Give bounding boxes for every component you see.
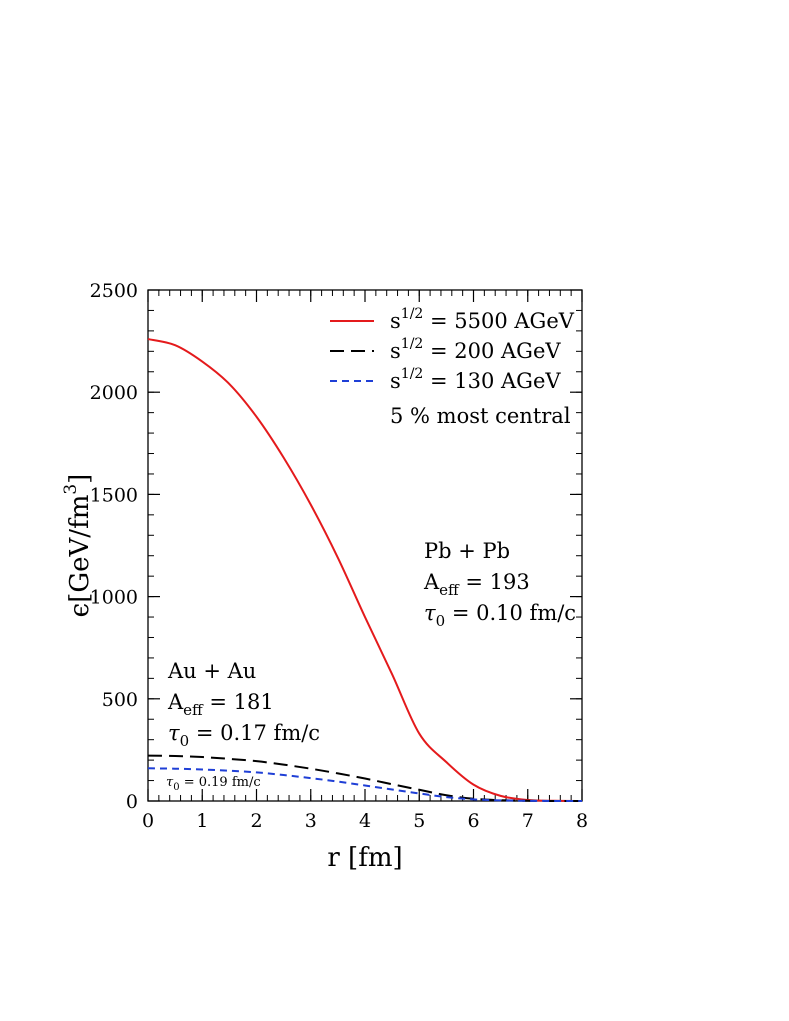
y-tick-label: 1000 — [90, 587, 138, 609]
small-tau-rest: = 0.19 fm/c — [180, 775, 261, 790]
x-tick-label: 2 — [250, 810, 262, 832]
legend-label-base: s — [390, 339, 401, 363]
y-axis-title: ϵ[GeV/fm3] — [61, 474, 95, 618]
y-axis-title-sup: 3 — [61, 484, 81, 495]
y-tick-label: 0 — [126, 791, 138, 813]
y-tick-label: 2500 — [90, 280, 138, 302]
pbpb-annotation-aeff: Aeff = 193 — [423, 570, 530, 599]
axes: 0 1 2 3 4 5 6 7 8 0 500 1000 1500 2000 2500 r [fm] ϵ[GeV… — [61, 280, 588, 873]
auau-annotation-tau-sub: 0 — [180, 732, 190, 750]
legend-label-rest: = 130 AGeV — [423, 369, 561, 393]
auau-annotation-aeff-base: A — [167, 690, 184, 714]
series-line-0 — [147, 338, 583, 802]
x-axis-title: r [fm] — [327, 843, 402, 873]
auau-annotation-aeff-rest: = 181 — [203, 690, 274, 714]
legend-label-sup: 1/2 — [401, 306, 424, 322]
auau-annotation-system: Au + Au — [167, 659, 256, 683]
pbpb-annotation-aeff-rest: = 193 — [459, 570, 530, 594]
auau-annotation-aeff-sub: eff — [183, 701, 204, 719]
legend-label-base: s — [390, 309, 401, 333]
y-axis-title-main: ϵ[GeV/fm — [65, 495, 95, 618]
pbpb-annotation-tau-sub: 0 — [436, 612, 446, 630]
small-tau-sub: 0 — [173, 782, 179, 793]
pbpb-annotation-system: Pb + Pb — [424, 539, 510, 563]
x-tick-label: 1 — [196, 810, 208, 832]
legend-label-1: s1/2 = 200 AGeV — [390, 336, 561, 363]
x-tick-label: 0 — [142, 810, 154, 832]
legend-label-rest: = 200 AGeV — [423, 339, 561, 363]
legend-label-rest: = 5500 AGeV — [423, 309, 574, 333]
x-tick-label: 7 — [522, 810, 534, 832]
legend-label-base: s — [390, 369, 401, 393]
y-axis-title-end: ] — [65, 474, 95, 484]
legend-label-0: s1/2 = 5500 AGeV — [390, 306, 575, 333]
x-tick-label: 4 — [359, 810, 371, 832]
auau-annotation-aeff: Aeff = 181 — [167, 690, 274, 719]
series-lines — [147, 338, 583, 803]
auau-annotation-tau: τ0 = 0.17 fm/c — [168, 721, 320, 750]
x-tick-label: 6 — [467, 810, 479, 832]
x-tick-label: 3 — [305, 810, 317, 832]
legend-note: 5 % most central — [390, 404, 571, 428]
pbpb-annotation-aeff-sub: eff — [439, 581, 460, 599]
legend-label-2: s1/2 = 130 AGeV — [390, 366, 561, 393]
legend-label-sup: 1/2 — [401, 366, 424, 382]
small-tau-base: τ — [166, 775, 174, 790]
auau-annotation-tau-rest: = 0.17 fm/c — [189, 721, 320, 745]
x-tick-label: 5 — [413, 810, 425, 832]
y-tick-label: 2000 — [90, 382, 138, 404]
y-tick-label: 1500 — [90, 484, 138, 506]
pbpb-annotation-tau-base: τ — [424, 601, 436, 625]
auau-annotation-tau-base: τ — [168, 721, 180, 745]
small-tau-annotation: τ0 = 0.19 fm/c — [166, 775, 261, 793]
x-tick-label: 8 — [576, 810, 588, 832]
pbpb-annotation-tau: τ0 = 0.10 fm/c — [424, 601, 576, 630]
pbpb-annotation-aeff-base: A — [423, 570, 440, 594]
pbpb-annotation-tau-rest: = 0.10 fm/c — [445, 601, 576, 625]
legend-label-sup: 1/2 — [401, 336, 424, 352]
series-line-2 — [147, 767, 583, 803]
y-tick-label: 500 — [102, 689, 138, 711]
